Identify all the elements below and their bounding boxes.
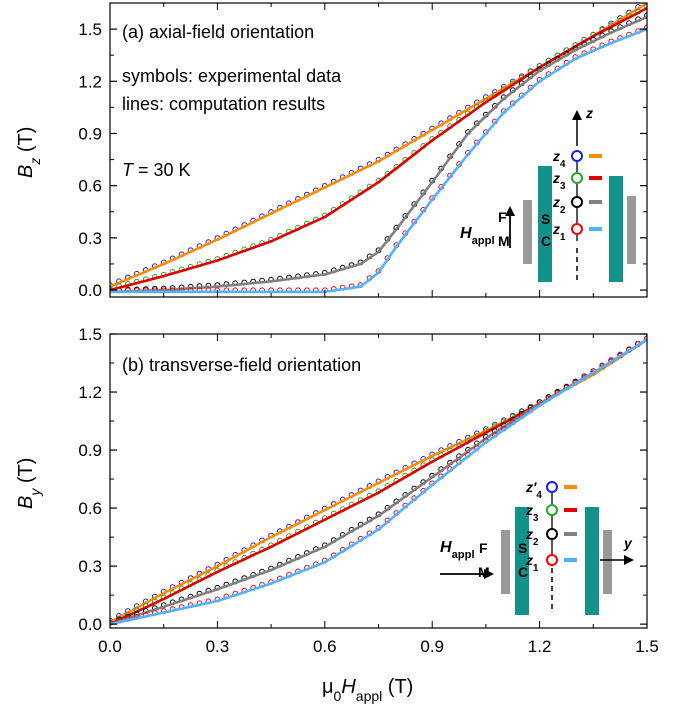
probe-marker [571,223,583,235]
annotation-temperature: T = 30 K [122,160,191,180]
x-tick-label: 1.2 [528,637,552,656]
y-tick-label: 0.3 [78,557,102,576]
y-axis-label: Bz (T) [15,127,43,178]
sc-layer-right [585,507,599,615]
y-tick-label: 0.3 [78,229,102,248]
series-line-z4 [110,3,647,288]
panel-label: (b) transverse-field orientation [122,355,361,375]
y-tick-label: 1.5 [78,325,102,344]
symbols-z3 [110,335,647,626]
field-label: Happl [460,225,495,247]
label-M: M [478,564,490,580]
fm-layer-right [627,196,636,264]
panel-b: 0.0 0.3 0.6 0.9 1.2 1.5 By (T) (b) transverse-f… [15,325,648,634]
probe-line-swatch [589,154,602,158]
annotation-symbols: symbols: experimental data [122,66,342,86]
sc-layer-right [609,176,623,282]
probe-marker [571,196,583,208]
x-tick-label: 1.5 [635,637,659,656]
probe-label: z1 [525,552,539,574]
probe-marker [571,150,583,162]
y-tick-label: 0.6 [78,177,102,196]
label-F: F [498,209,507,225]
probe-label: z′4 [525,479,542,501]
y-tick-label: 1.2 [78,72,102,91]
probe-marker [546,504,558,516]
fm-layer-right [603,530,612,594]
label-F: F [479,540,488,556]
probe-label: z1 [552,221,566,243]
annotation-lines: lines: computation results [122,94,325,114]
probe-marker [546,554,558,566]
y-tick-label: 1.5 [78,20,102,39]
y-tick-label: 0.0 [78,615,102,634]
x-tick-label: 0.3 [206,637,230,656]
series-line-z′4 [110,338,647,624]
probe-label: z2 [552,194,566,216]
probe-line-swatch [564,508,577,512]
probe-line-swatch [589,200,602,204]
probe-label: z4 [552,148,566,170]
y-tick-label: 1.2 [78,383,102,402]
plot-area [110,3,647,294]
sc-layer-left [538,166,552,282]
fm-layer-left [501,530,510,594]
probe-line-swatch [564,532,577,536]
probe-label: z2 [525,526,539,548]
label-S: S [518,540,527,556]
y-axis-label: By (T) [15,458,43,509]
x-tick-label: 0.0 [98,637,122,656]
inset-axis-label: z [585,105,593,121]
series-line-z1 [110,27,647,294]
panel-label: (a) axial-field orientation [122,22,314,42]
probe-marker [546,528,558,540]
y-tick-label: 0.9 [78,124,102,143]
probe-line-swatch [589,227,602,231]
probe-label: z3 [552,170,566,192]
sc-layer-left [515,507,529,615]
y-tick-label: 0.9 [78,441,102,460]
x-tick-label: 0.6 [313,637,337,656]
axes-frame [109,333,648,629]
probe-line-swatch [589,176,602,180]
series-line-z1 [110,338,647,626]
arrow-head [624,555,634,565]
field-label: Happl [440,539,475,561]
field-arrow-head [505,206,515,216]
label-C: C [518,564,528,580]
label-S: S [541,211,550,227]
label-C: C [541,233,551,249]
inset-axis-label: y [623,535,633,551]
probe-marker [546,481,558,493]
field-arrow-head [484,569,494,579]
y-tick-label: 0.6 [78,499,102,518]
probe-line-swatch [564,485,577,489]
symbols-z4 [110,3,647,288]
x-tick-label: 0.9 [420,637,444,656]
probe-line-swatch [564,558,577,562]
panel-a: 0.0 0.3 0.6 0.9 1.2 1.5 Bz (T) (a) axial-field … [15,2,648,300]
probe-marker [571,172,583,184]
arrow-head [572,110,582,120]
x-axis-label: μ0Happl (T) [322,676,413,704]
plot-area [110,335,647,626]
fm-layer-left [523,200,532,264]
label-M: M [498,233,510,249]
y-tick-label: 0.0 [78,281,102,300]
probe-label: z3 [525,502,539,524]
